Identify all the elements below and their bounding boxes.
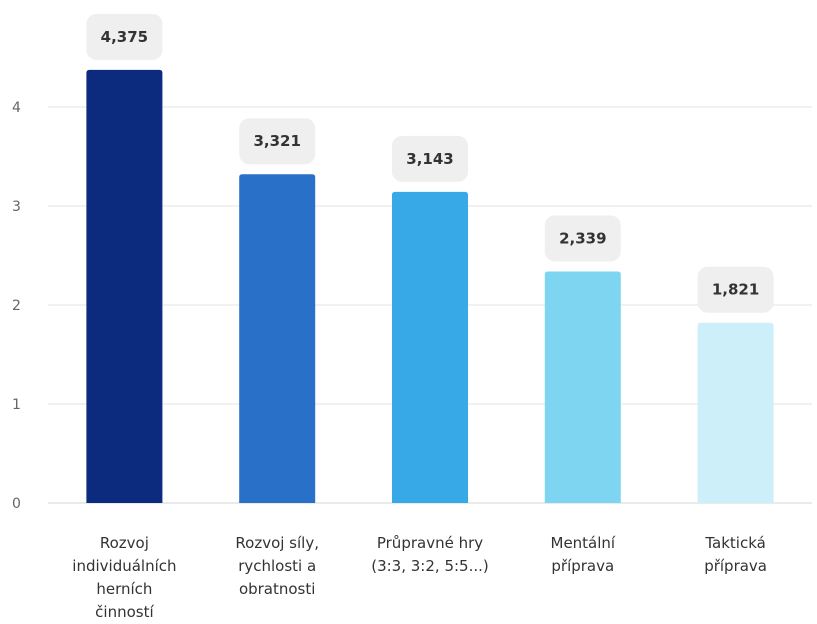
data-label: 3,321: [253, 132, 300, 150]
bar: [392, 191, 468, 503]
category-label: individuálních: [72, 557, 176, 575]
y-tick-label: 2: [12, 298, 21, 314]
category-label: příprava: [704, 557, 767, 575]
y-tick-label: 4: [12, 100, 21, 116]
data-label: 4,375: [101, 28, 148, 46]
y-tick-label: 0: [12, 496, 21, 512]
bar: [86, 69, 163, 503]
category-label: rychlosti a: [238, 557, 316, 575]
data-label-box: [86, 13, 163, 60]
category-label: (3:3, 3:2, 5:5...): [371, 557, 489, 575]
category-label: obratnosti: [239, 580, 316, 598]
category-label: Průpravné hry: [377, 534, 483, 552]
category-labels: Rozvoj individuálních herních činností Rozvo…: [72, 534, 767, 621]
category-label: Rozvoj: [100, 534, 149, 552]
y-tick-label: 1: [12, 397, 21, 413]
category-label: Rozvoj síly,: [235, 534, 319, 552]
data-labels: 4,375 3,321 3,143 2,339 1,821: [86, 13, 774, 313]
data-label-box: [697, 266, 774, 313]
y-axis-ticks: 0 1 2 3 4: [12, 100, 21, 512]
bars: [86, 69, 774, 503]
category-label: herních: [96, 580, 152, 598]
category-label: Mentální: [551, 534, 616, 552]
data-label-box: [239, 118, 316, 165]
category-label: příprava: [551, 557, 614, 575]
data-label: 2,339: [559, 229, 606, 247]
data-label-box: [392, 135, 468, 182]
bar: [239, 174, 316, 503]
data-label: 1,821: [712, 281, 759, 299]
data-label: 3,143: [406, 150, 453, 168]
data-label-box: [544, 215, 621, 262]
bar: [697, 322, 774, 503]
y-tick-label: 3: [12, 199, 21, 215]
category-label: Taktická: [704, 534, 765, 552]
category-label: činností: [95, 603, 154, 621]
bar: [544, 271, 621, 503]
